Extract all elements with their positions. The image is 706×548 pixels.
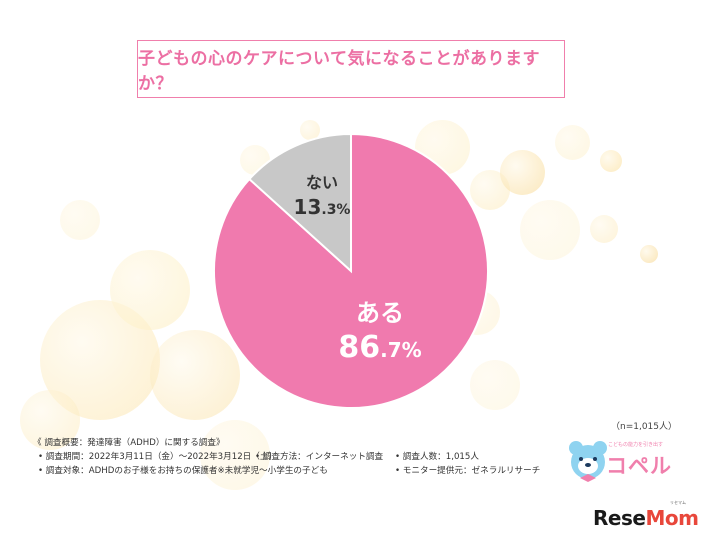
background-bubble <box>555 125 590 160</box>
slice-category-label: ある <box>356 299 404 327</box>
resemom-accent: Mom <box>645 506 699 530</box>
background-bubble <box>200 420 270 490</box>
notes-period: • 調査期間：2022年3月11日（金）～2022年3月12日（土） <box>38 452 278 462</box>
resemom-ruby: リセマム <box>670 500 686 505</box>
background-bubble <box>150 330 240 420</box>
background-bubble <box>20 390 80 450</box>
slice-category-label: ない <box>306 173 338 192</box>
background-bubble <box>60 200 100 240</box>
background-bubble <box>640 245 658 263</box>
background-bubble <box>600 150 622 172</box>
notes-method: • 調査方法：インターネット調査 <box>255 452 384 462</box>
ceperu-tagline: こどもの能力を引き出す <box>608 442 664 448</box>
notes-count: • 調査人数：1,015人 <box>395 452 479 462</box>
slice-value-label: 86.7% <box>338 330 421 365</box>
background-bubble <box>470 360 520 410</box>
notes-target: • 調査対象：ADHDのお子様をお持ちの保護者※未就学児～小学生の子ども <box>38 466 328 476</box>
slice-value-label: 13.3% <box>294 195 351 219</box>
pie-slice-no <box>247 132 352 274</box>
background-bubble <box>590 215 618 243</box>
ceperu-logo: こどもの能力を引き出す コペル <box>566 432 684 490</box>
sample-size: （n=1,015人） <box>611 422 678 432</box>
background-bubble <box>110 250 190 330</box>
background-bubble <box>520 200 580 260</box>
resemom-prefix: Rese <box>593 506 646 530</box>
ceperu-wordmark: コペル <box>606 454 672 478</box>
resemom-logo: ReseMom <box>593 506 699 530</box>
question-title: 子どもの心のケアについて気になることがありますか？ <box>137 40 565 98</box>
notes-provider: • モニター提供元：ゼネラルリサーチ <box>395 466 541 476</box>
background-bubble <box>500 150 545 195</box>
bear-icon <box>569 441 607 482</box>
background-bubble <box>300 120 320 140</box>
notes-heading: 《 調査概要：発達障害（ADHD）に関する調査》 <box>33 438 225 448</box>
